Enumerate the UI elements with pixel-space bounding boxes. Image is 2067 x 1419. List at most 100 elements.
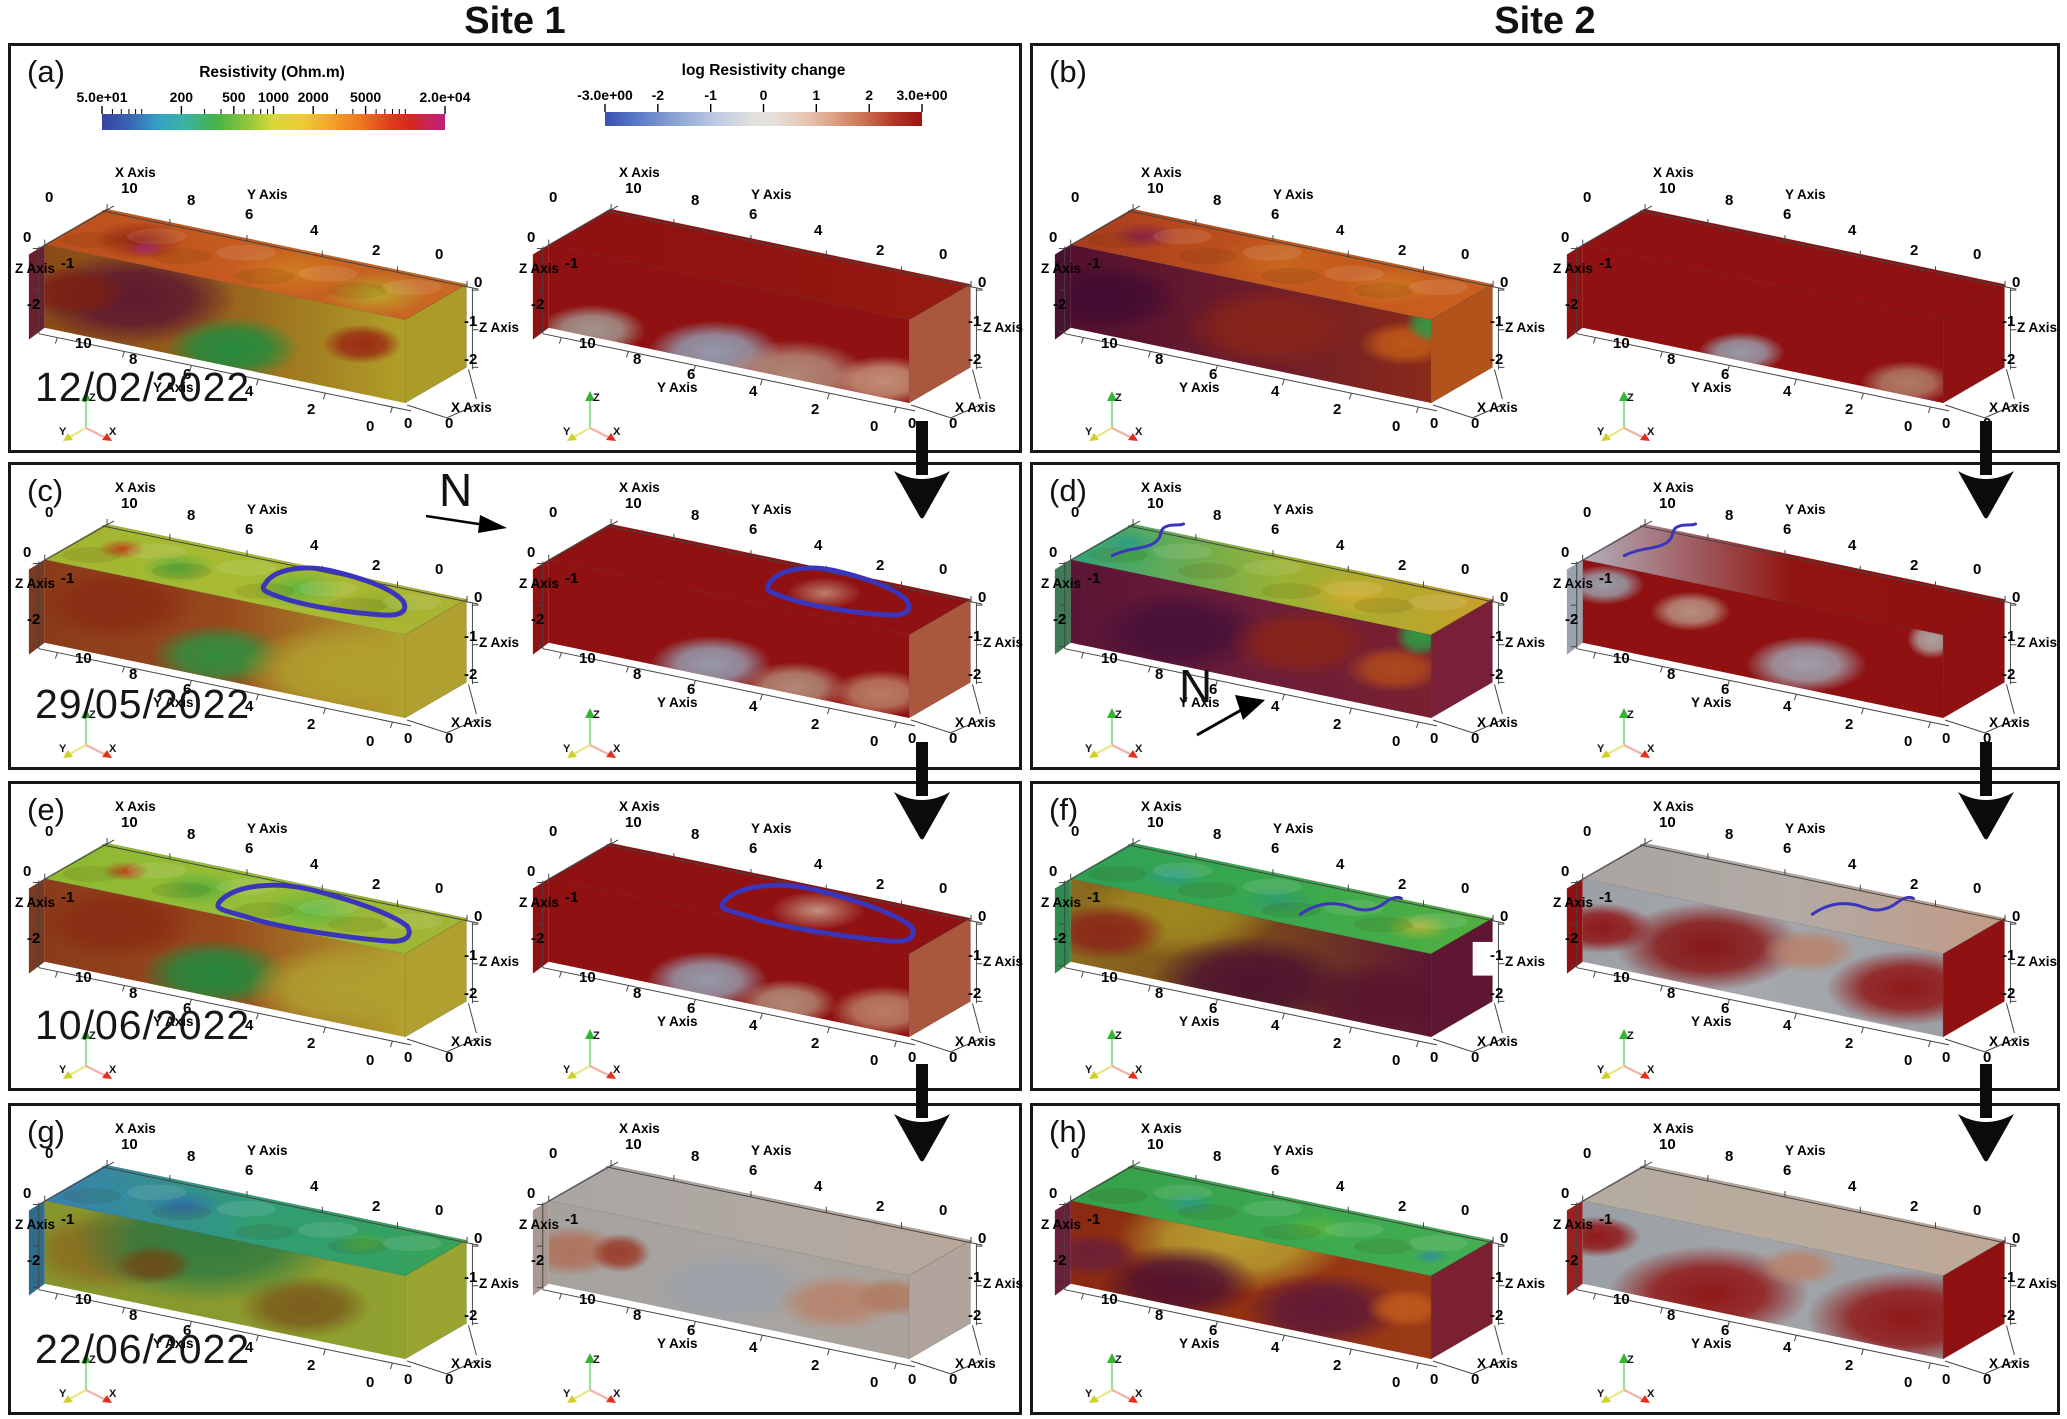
tick-label: 10 [75, 969, 92, 986]
block-left-face [1566, 559, 1583, 655]
orientation-triad: Z Y X [1597, 391, 1655, 441]
tick-label: 6 [687, 1000, 696, 1017]
tick-label: 2 [1845, 401, 1854, 418]
tick-label: 8 [1155, 985, 1164, 1002]
tick-label: -2 [1053, 930, 1067, 947]
triad-x-label: X [1135, 426, 1143, 438]
x-axis-title: X Axis [619, 1121, 660, 1136]
tick-label: 0 [1500, 908, 1509, 925]
triad-x-label: X [1135, 1064, 1143, 1076]
triad-x-label: X [1647, 1388, 1655, 1400]
north-arrow-icon [1191, 693, 1271, 746]
tick-label: 0 [939, 561, 948, 578]
tick-label: 0 [1049, 544, 1058, 561]
x-axis-title: X Axis [1989, 1356, 2030, 1371]
orientation-triad: Z Y X [1597, 1029, 1655, 1079]
triad-y-arrow [567, 433, 577, 441]
tick-label: 10 [75, 650, 92, 667]
triad-x-label: X [1647, 743, 1655, 755]
tick-label: 6 [1783, 521, 1792, 538]
x-axis-title: X Axis [1141, 1121, 1182, 1136]
x-axis-title: X Axis [1989, 400, 2030, 415]
block-right-face [908, 283, 971, 404]
view-resistivity: X Axis 0 10 8 Y Axis 6 4 2 0 0 Z Axis -1… [1041, 1106, 1546, 1412]
tick-label: 0 [908, 730, 917, 747]
tick-label: 0 [1942, 730, 1951, 747]
tick-label: 10 [121, 180, 138, 197]
colorbar-tick-label: 1000 [257, 89, 290, 105]
tick-label: -2 [531, 611, 545, 628]
tick-label: 0 [1942, 1049, 1951, 1066]
axes-frame [32, 203, 479, 419]
x-axis-title: X Axis [955, 715, 996, 730]
block-render [1054, 518, 1505, 734]
tick-label: -1 [61, 1211, 75, 1228]
tick-label: 8 [1155, 666, 1164, 683]
tick-label: 0 [939, 880, 948, 897]
x-axis-title: X Axis [955, 400, 996, 415]
tick-label: 2 [876, 876, 885, 893]
tick-label: -1 [61, 889, 75, 906]
tick-label: 8 [1155, 351, 1164, 368]
tick-label: 4 [749, 383, 758, 400]
tick-label: 0 [1430, 1049, 1439, 1066]
triad-z-label: Z [593, 709, 600, 721]
block-left-face [1054, 244, 1071, 340]
x-axis-title: X Axis [1477, 715, 1518, 730]
tick-label: 0 [435, 880, 444, 897]
triad-y-arrow [567, 1395, 577, 1403]
block-render [1566, 518, 2017, 734]
block-right-face [1942, 917, 2005, 1038]
tick-label: 0 [435, 561, 444, 578]
tick-label: -1 [565, 255, 579, 272]
z-axis-title: Z Axis [519, 261, 560, 276]
tick-label: 6 [245, 521, 254, 538]
triad-z-arrow [1619, 1353, 1629, 1363]
site-2-title: Site 2 [1494, 0, 1596, 42]
tick-label: 2 [1910, 1198, 1919, 1215]
tick-label: 10 [1613, 650, 1630, 667]
block-left-face [532, 878, 549, 974]
y-axis-title: Y Axis [247, 187, 288, 202]
tick-label: 0 [1392, 1052, 1401, 1069]
flow-down-arrow [1957, 1064, 2015, 1162]
view-resistivity: X Axis 0 10 8 Y Axis 6 4 2 0 0 Z Axis -1… [1041, 784, 1546, 1088]
tick-label: 0 [1049, 863, 1058, 880]
triad-y-label: Y [59, 426, 67, 438]
tick-label: 0 [1583, 1145, 1592, 1162]
triad-z-label: Z [1627, 1030, 1634, 1042]
triad-x-label: X [109, 743, 117, 755]
tick-label: 6 [183, 1322, 192, 1339]
y-axis-title: Y Axis [247, 1143, 288, 1158]
triad-y-label: Y [563, 743, 571, 755]
triad-z-arrow [585, 391, 595, 401]
z-axis-title: Z Axis [1041, 895, 1082, 910]
y-axis-title: Y Axis [153, 1336, 194, 1351]
triad-x-arrow [102, 750, 112, 758]
tick-label: 6 [245, 206, 254, 223]
tick-label: -1 [968, 628, 982, 645]
tick-label: 10 [1101, 1291, 1118, 1308]
tick-label: 6 [1721, 1322, 1730, 1339]
tick-label: -2 [27, 930, 41, 947]
tick-label: 4 [814, 856, 823, 873]
tick-label: 10 [625, 495, 642, 512]
tick-label: 0 [978, 274, 987, 291]
view-resistivity: X Axis 0 10 8 Y Axis 6 4 2 0 0 Z Axis -1… [15, 46, 520, 450]
tick-label: 0 [404, 415, 413, 432]
tick-label: 4 [1848, 222, 1857, 239]
tick-label: 8 [187, 826, 196, 843]
axes-frame [1570, 518, 2017, 734]
tick-label: 0 [1461, 880, 1470, 897]
orientation-triad: Z Y X [1085, 1029, 1143, 1079]
axes-frame [32, 1159, 479, 1375]
block-left-face [1054, 1200, 1071, 1296]
tick-label: 0 [1942, 1371, 1951, 1388]
y-axis-title: Y Axis [1273, 821, 1314, 836]
block-right-face [1942, 598, 2005, 719]
tick-label: 2 [307, 716, 316, 733]
y-axis-title: Y Axis [153, 1014, 194, 1029]
block-render [28, 837, 479, 1053]
tick-label: 10 [121, 495, 138, 512]
block-render [28, 203, 479, 419]
